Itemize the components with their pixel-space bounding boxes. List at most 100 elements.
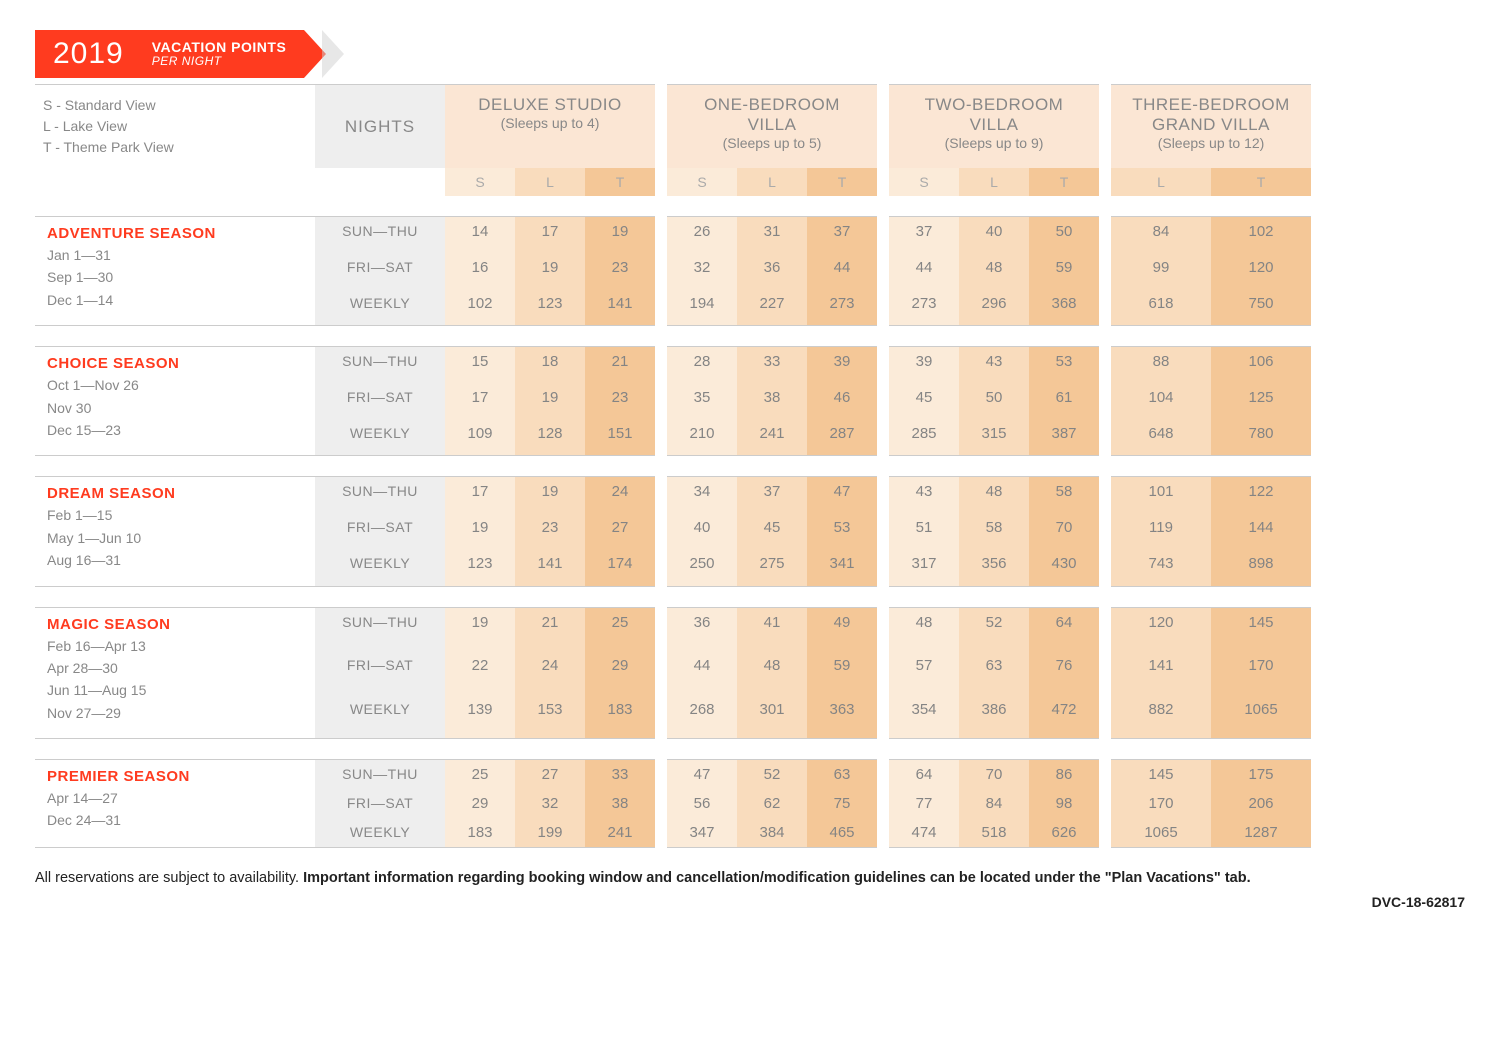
points-cell: 241 (585, 818, 655, 848)
points-cell: 301 (737, 695, 807, 740)
points-cell: 268 (667, 695, 737, 740)
season-block: ADVENTURE SEASONJan 1—31Sep 1—30Dec 1—14… (35, 216, 1465, 326)
footer: All reservations are subject to availabi… (35, 870, 1465, 886)
points-cell: 34 (667, 476, 737, 513)
col-label: T (585, 168, 655, 196)
points-cell: 31 (737, 216, 807, 253)
points-cell: 465 (807, 818, 877, 848)
points-cell: 151 (585, 419, 655, 456)
room-type-header: DELUXE STUDIO (Sleeps up to 4) (445, 84, 655, 168)
room-type-header: TWO-BEDROOMVILLA (Sleeps up to 9) (889, 84, 1099, 168)
points-cell: 37 (737, 476, 807, 513)
points-cell: 363 (807, 695, 877, 740)
points-cell: 144 (1211, 513, 1311, 549)
points-cell: 23 (585, 383, 655, 419)
points-cell: 46 (807, 383, 877, 419)
season-name: ADVENTURE SEASON (47, 225, 303, 242)
points-cell: 29 (445, 789, 515, 818)
points-cell: 743 (1111, 549, 1211, 586)
room-type-title: TWO-BEDROOMVILLA (897, 95, 1091, 135)
points-cell: 175 (1211, 759, 1311, 789)
season-block: PREMIER SEASONApr 14—27Dec 24—31SUN—THU2… (35, 759, 1465, 848)
points-cell: 24 (515, 651, 585, 695)
points-cell: 49 (807, 607, 877, 652)
points-cell: 15 (445, 346, 515, 383)
points-cell: 296 (959, 289, 1029, 326)
season-date-line: Feb 16—Apr 13 (47, 635, 303, 657)
season-dates: Feb 16—Apr 13Apr 28—30Jun 11—Aug 15Nov 2… (47, 635, 303, 725)
points-cell: 19 (445, 607, 515, 652)
points-cell: 194 (667, 289, 737, 326)
season-dates: Oct 1—Nov 26Nov 30Dec 15—23 (47, 374, 303, 441)
doc-id: DVC-18-62817 (35, 894, 1465, 910)
season-date-line: Oct 1—Nov 26 (47, 374, 303, 396)
points-cell: 52 (959, 607, 1029, 652)
points-cell: 122 (1211, 476, 1311, 513)
points-cell: 273 (807, 289, 877, 326)
points-cell: 56 (667, 789, 737, 818)
points-cell: 141 (515, 549, 585, 586)
points-cell: 139 (445, 695, 515, 740)
col-label: T (1211, 168, 1311, 196)
points-cell: 38 (737, 383, 807, 419)
points-cell: 210 (667, 419, 737, 456)
points-cell: 273 (889, 289, 959, 326)
points-cell: 70 (1029, 513, 1099, 549)
points-cell: 21 (585, 346, 655, 383)
points-cell: 48 (737, 651, 807, 695)
night-type-cell: SUN—THU (315, 607, 445, 652)
legend-line: T - Theme Park View (43, 137, 307, 158)
points-cell: 120 (1111, 607, 1211, 652)
season-date-line: Jun 11—Aug 15 (47, 679, 303, 701)
col-label: S (667, 168, 737, 196)
season-info: MAGIC SEASONFeb 16—Apr 13Apr 28—30Jun 11… (35, 607, 315, 740)
points-cell: 58 (959, 513, 1029, 549)
season-info: CHOICE SEASON Oct 1—Nov 26Nov 30Dec 15—23 (35, 346, 315, 456)
points-cell: 32 (515, 789, 585, 818)
points-cell: 75 (807, 789, 877, 818)
season-date-line: Dec 1—14 (47, 289, 303, 311)
points-cell: 183 (445, 818, 515, 848)
season-date-line: Apr 28—30 (47, 657, 303, 679)
points-cell: 106 (1211, 346, 1311, 383)
col-label: L (737, 168, 807, 196)
points-cell: 50 (959, 383, 1029, 419)
banner-subtitle: PER NIGHT (152, 55, 287, 69)
points-cell: 241 (737, 419, 807, 456)
points-cell: 47 (667, 759, 737, 789)
legend-line: L - Lake View (43, 116, 307, 137)
points-cell: 750 (1211, 289, 1311, 326)
points-cell: 109 (445, 419, 515, 456)
season-date-line: Aug 16—31 (47, 549, 303, 571)
points-cell: 618 (1111, 289, 1211, 326)
season-name: CHOICE SEASON (47, 355, 303, 372)
points-cell: 59 (807, 651, 877, 695)
season-block: MAGIC SEASONFeb 16—Apr 13Apr 28—30Jun 11… (35, 607, 1465, 740)
points-cell: 898 (1211, 549, 1311, 586)
season-date-line: Feb 1—15 (47, 504, 303, 526)
points-cell: 98 (1029, 789, 1099, 818)
season-grid: CHOICE SEASON Oct 1—Nov 26Nov 30Dec 15—23… (35, 346, 1465, 456)
season-date-line: Dec 15—23 (47, 419, 303, 441)
points-cell: 128 (515, 419, 585, 456)
points-cell: 882 (1111, 695, 1211, 740)
points-cell: 26 (667, 216, 737, 253)
points-cell: 63 (959, 651, 1029, 695)
points-cell: 39 (889, 346, 959, 383)
points-cell: 14 (445, 216, 515, 253)
points-cell: 37 (807, 216, 877, 253)
points-cell: 19 (585, 216, 655, 253)
points-cell: 77 (889, 789, 959, 818)
points-cell: 19 (515, 476, 585, 513)
points-cell: 57 (889, 651, 959, 695)
points-cell: 386 (959, 695, 1029, 740)
room-type-title: ONE-BEDROOMVILLA (675, 95, 869, 135)
night-type-cell: WEEKLY (315, 289, 445, 326)
points-cell: 19 (515, 383, 585, 419)
points-cell: 16 (445, 253, 515, 289)
points-cell: 275 (737, 549, 807, 586)
points-cell: 141 (1111, 651, 1211, 695)
col-label: S (889, 168, 959, 196)
points-cell: 347 (667, 818, 737, 848)
points-cell: 45 (737, 513, 807, 549)
